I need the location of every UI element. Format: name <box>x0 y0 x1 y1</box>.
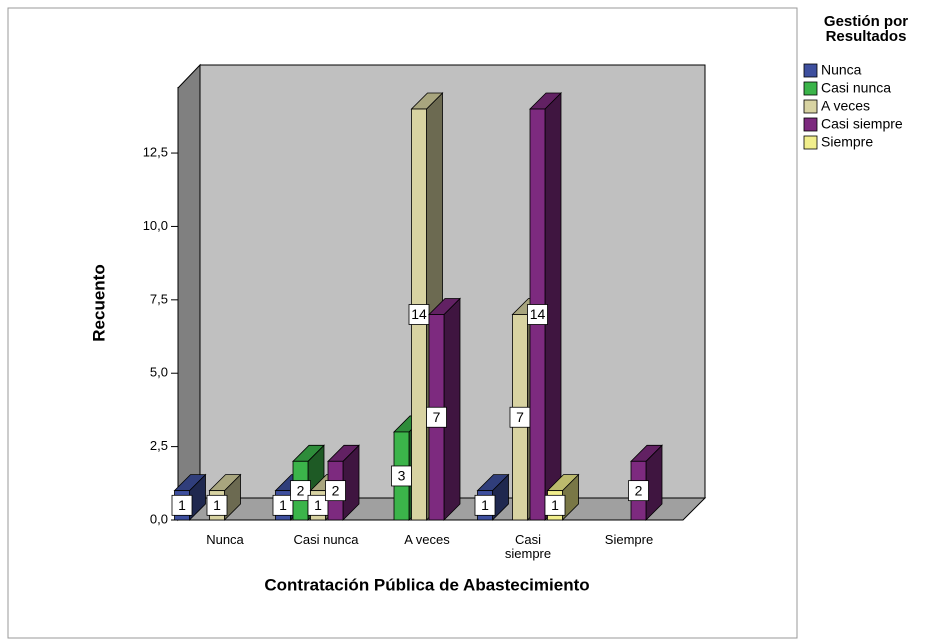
value-label: 14 <box>411 306 427 322</box>
value-label: 1 <box>314 497 322 513</box>
value-label: 2 <box>297 482 305 498</box>
legend-swatch <box>803 63 818 78</box>
value-label-box <box>171 494 193 516</box>
legend-label: Casi nunca <box>821 80 891 96</box>
legend-label: Nunca <box>821 62 862 78</box>
value-label: 1 <box>213 497 221 513</box>
x-tick-label: Casi nunca <box>293 532 359 547</box>
legend-swatch <box>803 117 818 132</box>
y-tick-label: 0,0 <box>150 511 168 526</box>
y-tick-label: 2,5 <box>150 438 168 453</box>
value-label-box <box>206 494 228 516</box>
value-label-box <box>474 494 496 516</box>
y-axis-title: Recuento <box>89 264 108 341</box>
y-tick-label: 7,5 <box>150 291 168 306</box>
x-tick-label: Nunca <box>206 532 244 547</box>
x-tick-label: Siempre <box>604 532 654 547</box>
value-label: 14 <box>530 306 546 322</box>
value-label: 1 <box>551 497 559 513</box>
value-label: 1 <box>481 497 489 513</box>
value-label-box <box>325 480 346 502</box>
value-label: 2 <box>635 482 643 498</box>
x-tick-label: Casi siempre <box>504 532 552 561</box>
value-label: 3 <box>398 468 406 484</box>
legend-label: A veces <box>821 98 870 114</box>
y-tick-label: 12,5 <box>143 144 168 159</box>
value-label-box <box>544 494 566 516</box>
value-label: 1 <box>279 497 287 513</box>
legend-label: Casi siempre <box>821 116 903 132</box>
x-tick-label: A veces <box>404 532 450 547</box>
y-tick-label: 10,0 <box>143 218 168 233</box>
value-label-box <box>527 304 548 325</box>
y-tick-label: 5,0 <box>150 365 168 380</box>
value-label-box <box>426 406 447 428</box>
value-label: 7 <box>433 409 441 425</box>
value-label-box <box>628 480 649 502</box>
legend-swatch <box>803 135 818 150</box>
legend-swatch <box>803 99 818 114</box>
value-label: 2 <box>332 482 340 498</box>
legend-swatch <box>803 81 818 96</box>
value-label: 7 <box>516 409 524 425</box>
left-wall <box>177 63 201 522</box>
x-axis-title: Contratación Pública de Abastecimiento <box>264 575 589 594</box>
legend-label: Siempre <box>821 134 873 150</box>
legend-title: Gestión por Resultados <box>823 13 909 45</box>
value-label: 1 <box>178 497 186 513</box>
